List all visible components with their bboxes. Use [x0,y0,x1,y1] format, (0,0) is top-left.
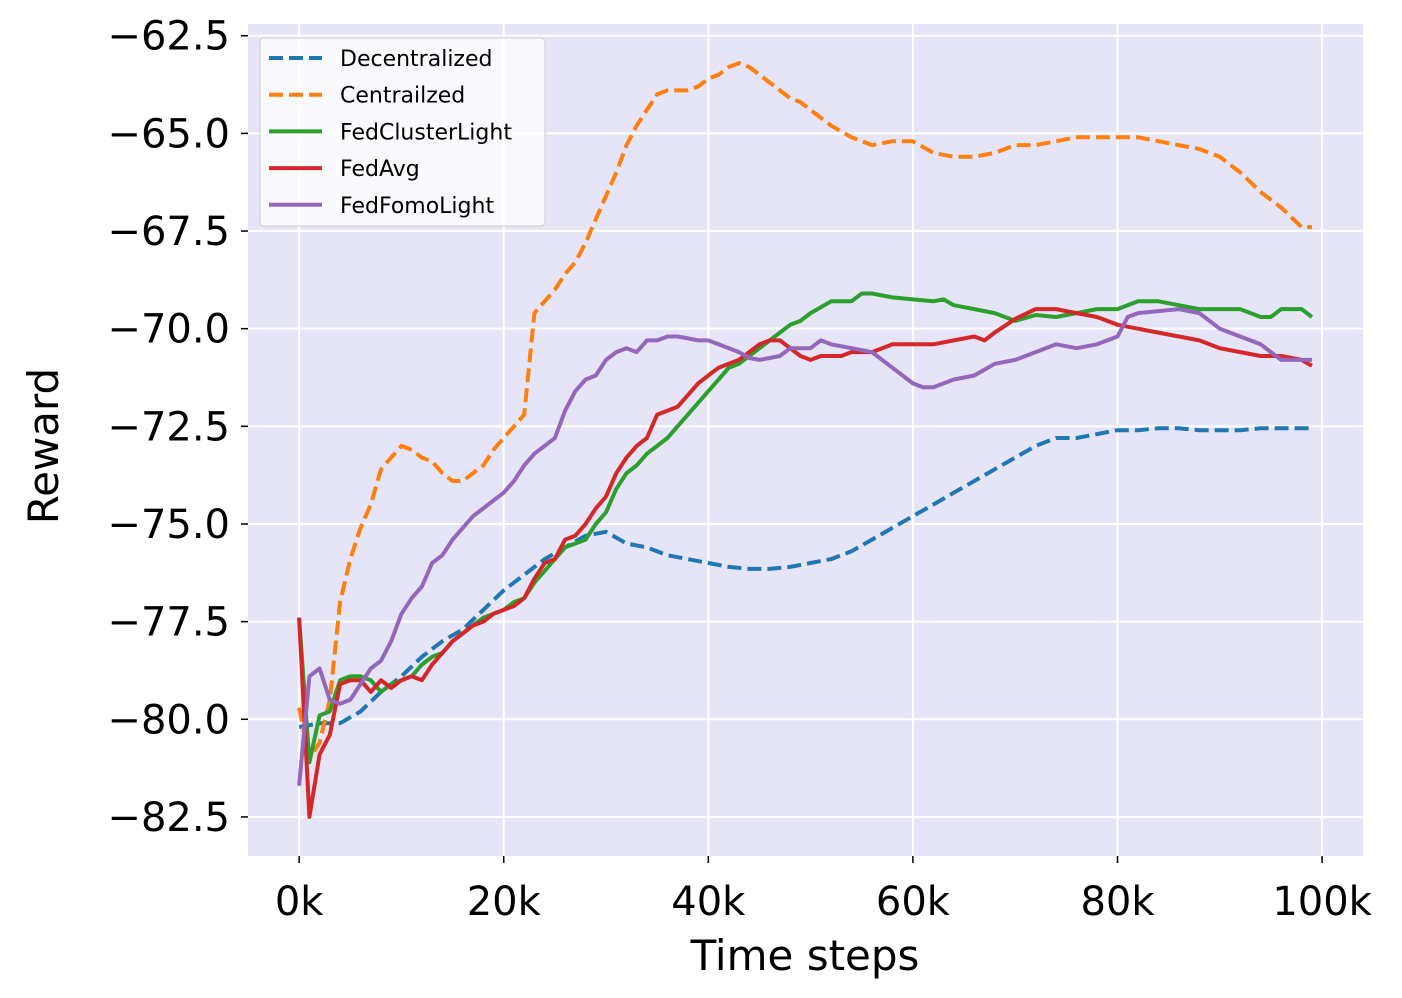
y-tick-label: −67.5 [107,209,230,255]
series-layer [297,61,1314,819]
legend-label-fedfomolight: FedFomoLight [340,194,494,219]
y-tick-label: −72.5 [107,404,230,450]
x-tick-label: 40k [671,879,746,925]
legend: Decentralized Centrailzed FedClusterLight F… [259,37,546,227]
series-line-decentralized [298,426,1312,730]
y-axis-ticks: −82.5 −80.0 −77.5 −75.0 −72.5 −70.0 −67.5 −65.0… [107,14,248,841]
legend-label-fedavg: FedAvg [340,157,420,182]
y-tick-label: −82.5 [107,795,230,841]
y-tick-label: −77.5 [107,600,230,646]
y-tick-label: −62.5 [107,14,230,60]
legend-label-centrailzed: Centrailzed [340,84,465,109]
series-line-fedavg [297,307,1313,819]
y-tick-label: −75.0 [107,502,230,548]
x-tick-label: 100k [1272,879,1372,925]
y-axis-label: Reward [19,368,68,524]
y-tick-label: −65.0 [107,111,230,157]
legend-label-decentralized: Decentralized [340,47,492,72]
legend-box [259,37,546,227]
x-axis-ticks: 0k 20k 40k 60k 80k 100k [275,856,1373,925]
x-tick-label: 0k [275,879,324,925]
series-line-centrailzed [297,61,1312,761]
legend-label-fedclusterlight: FedClusterLight [340,120,512,145]
x-axis-label: Time steps [690,931,920,980]
x-tick-label: 20k [467,879,542,925]
y-tick-label: −80.0 [107,697,230,743]
x-tick-label: 60k [876,879,951,925]
series-line-fedfomolight [297,307,1312,786]
x-tick-label: 80k [1080,879,1155,925]
y-tick-label: −70.0 [107,307,230,353]
